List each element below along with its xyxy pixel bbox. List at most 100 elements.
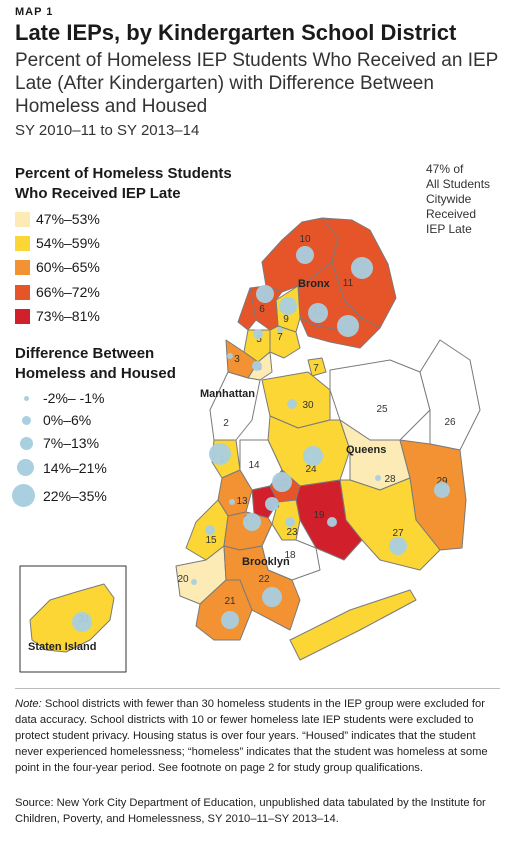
district-label-5: 5 (256, 334, 262, 345)
district-label-21: 21 (224, 596, 236, 607)
map-kicker: MAP 1 (15, 6, 54, 18)
district-label-19: 19 (313, 510, 325, 521)
legend-fill-label-5: 73%–81% (36, 308, 100, 324)
citywide-line-3: Citywide (426, 192, 472, 206)
circle-30 (287, 399, 297, 409)
legend-circle-item-2: 0%–6% (18, 412, 91, 428)
legend-fill-label-2: 54%–59% (36, 235, 100, 251)
district-label-2: 2 (223, 418, 229, 429)
district-label-9: 9 (283, 314, 289, 325)
legend-circle-item-5: 22%–35% (12, 484, 107, 507)
circle-6 (256, 285, 274, 303)
district-label-22: 22 (258, 574, 270, 585)
legend-circle-item-4: 14%–21% (16, 459, 107, 476)
legend-circle-label-2: 0%–6% (43, 412, 92, 428)
citywide-line-4: Received (426, 207, 477, 221)
legend-circle-item-3: 7%–13% (18, 435, 99, 451)
citywide-line-2: All Students (426, 177, 491, 191)
circle-22 (262, 587, 282, 607)
district-label-30: 30 (302, 400, 314, 411)
district-label-27: 27 (392, 528, 404, 539)
circle-15 (205, 525, 215, 535)
legend-fill-item-5: 73%–81% (15, 308, 100, 324)
map-note: Note: School districts with fewer than 3… (15, 696, 500, 776)
circle-1 (209, 443, 231, 465)
legend-fill-item-1: 47%–53% (15, 211, 100, 227)
district-label-20: 20 (177, 574, 189, 585)
borough-label-manhattan: Manhattan (200, 388, 255, 400)
district-label-3: 3 (234, 354, 240, 365)
circle-32 (272, 472, 292, 492)
legend-circle-3 (20, 436, 33, 450)
legend-fill-label-3: 60%–65% (36, 259, 100, 275)
legend-circle-label-5: 22%–35% (43, 487, 107, 504)
circle-17 (243, 513, 261, 531)
legend-circle-1 (24, 395, 29, 401)
legend-circle-label-4: 14%–21% (43, 459, 107, 476)
circle-31 (72, 612, 92, 632)
circle-21 (221, 611, 239, 629)
legend-swatch-3 (15, 259, 30, 275)
district-label-11: 11 (343, 278, 354, 289)
district-label-29: 29 (436, 476, 448, 487)
circle-20 (191, 579, 197, 585)
note-label: Note: (15, 698, 42, 710)
circle-10 (296, 246, 314, 264)
borough-label-brooklyn: Brooklyn (242, 556, 290, 568)
circle-7 (277, 327, 283, 333)
district-label-7b: 7 (313, 363, 319, 374)
circle-13 (229, 499, 235, 505)
borough-label-bronx: Bronx (298, 278, 331, 290)
district-label-18: 18 (284, 550, 296, 561)
district-label-23: 23 (286, 527, 298, 538)
legend-circle-5 (12, 484, 35, 507)
circle-8 (337, 315, 359, 337)
legend-fill-item-3: 60%–65% (15, 259, 100, 275)
legend-circle-item-1: -2%– -1% (18, 390, 104, 406)
borough-label-staten-island: Staten Island (28, 641, 96, 653)
district-label-6: 6 (259, 304, 265, 315)
legend-swatch-5 (15, 308, 30, 324)
legend-circle-title-2: Homeless and Housed (15, 365, 176, 382)
map-years: SY 2010–11 to SY 2013–14 (15, 122, 200, 139)
legend-fill-title-2: Who Received IEP Late (15, 185, 181, 202)
legend-swatch-4 (15, 284, 30, 300)
legend-circle-title-1: Difference Between (15, 345, 155, 362)
legend-circle-4 (17, 459, 34, 476)
borough-label-queens: Queens (346, 444, 386, 456)
circle-16 (265, 497, 279, 511)
legend-circle-label-1: -2%– -1% (43, 390, 105, 406)
circle-29 (434, 482, 450, 498)
circle-3 (227, 353, 233, 359)
district-label-13: 13 (236, 496, 248, 507)
district-31 (29, 583, 115, 653)
note-text: School districts with fewer than 30 home… (15, 698, 488, 774)
citywide-line-1: 47% of (426, 162, 464, 176)
district-label-10: 10 (299, 234, 311, 245)
legend-swatch-1 (15, 211, 30, 227)
map-title: Late IEPs, by Kindergarten School Distri… (15, 20, 457, 45)
circle-4 (252, 361, 262, 371)
circle-12 (308, 303, 328, 323)
district-label-24: 24 (305, 464, 317, 475)
circle-19 (327, 517, 337, 527)
legend-fill-item-4: 66%–72% (15, 284, 100, 300)
map-subtitle: Percent of Homeless IEP Students Who Rec… (15, 50, 498, 117)
map-source: Source: New York City Department of Educ… (15, 797, 486, 825)
citywide-annotation: 47% of All Students Citywide Received IE… (426, 162, 490, 237)
district-label-26: 26 (444, 417, 456, 428)
circle-11 (351, 257, 373, 279)
legend-circle-2 (22, 415, 31, 425)
district-2 (209, 371, 261, 441)
district-label-14: 14 (248, 460, 260, 471)
district-27b (289, 589, 417, 661)
legend-fill-item-2: 54%–59% (15, 235, 100, 251)
district-label-28: 28 (384, 474, 396, 485)
district-label-15: 15 (205, 535, 217, 546)
legend-fill-label-1: 47%–53% (36, 211, 100, 227)
district-22 (223, 545, 301, 631)
circle-5 (253, 329, 263, 339)
circle-9 (279, 297, 297, 315)
circle-24 (303, 446, 323, 466)
legend-fill-title-1: Percent of Homeless Students (15, 165, 232, 182)
